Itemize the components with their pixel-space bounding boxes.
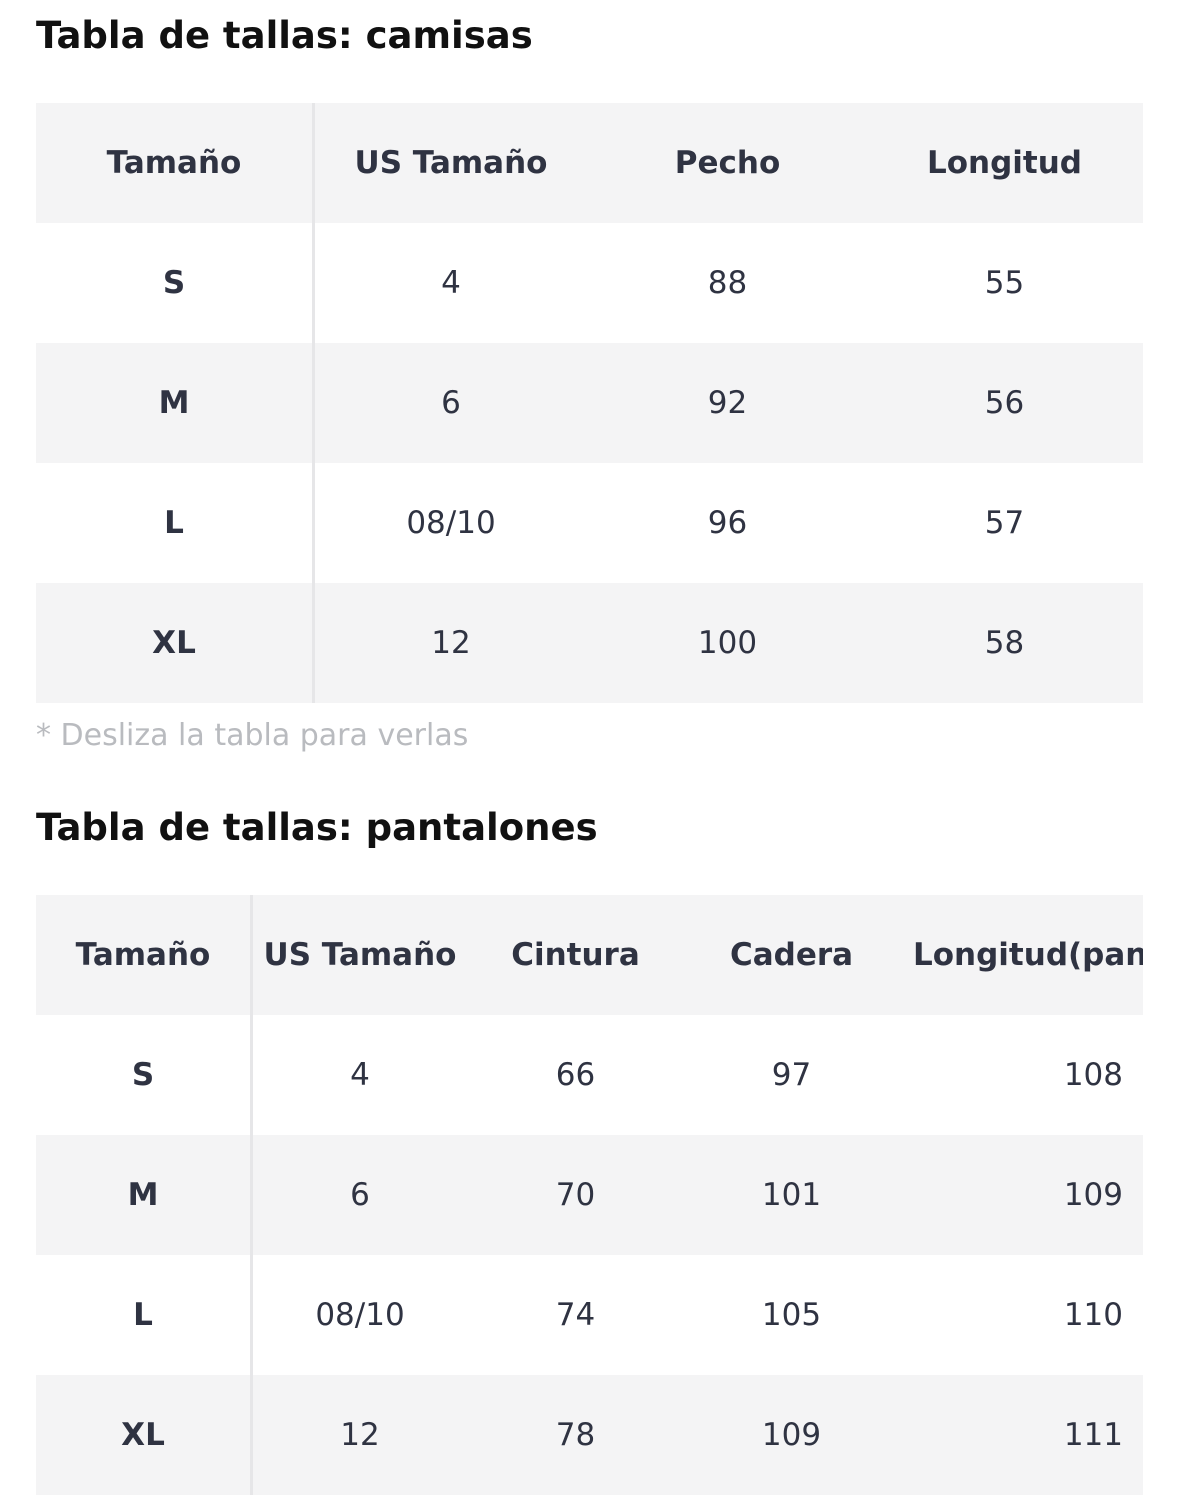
header-row: Tamaño US Tamaño Cintura Cadera Longitud(pan… (36, 895, 1143, 1015)
header-cell: Tamaño (75, 937, 211, 973)
table-cell: 6 (441, 385, 461, 421)
table-cell: XL (152, 625, 196, 661)
header-cell: Tamaño (106, 145, 242, 181)
table-cell: 96 (707, 505, 748, 541)
table-cell: M (158, 385, 190, 421)
column-divider (250, 895, 253, 1495)
table-cell: 92 (707, 385, 748, 421)
header-cell: US Tamaño (263, 937, 457, 973)
table-cell: 100 (697, 625, 758, 661)
pants-table: Tamaño US Tamaño Cintura Cadera Longitud(pan… (36, 895, 1143, 1495)
table-cell: S (162, 265, 186, 301)
header-cell: US Tamaño (354, 145, 548, 181)
shirts-table: Tamaño US Tamaño Pecho Longitud S 4 88 55 M 6 92 56… (36, 103, 1143, 703)
table-cell: 111 (1063, 1417, 1123, 1453)
table-cell: 108 (1063, 1057, 1123, 1093)
table-cell: 56 (984, 385, 1025, 421)
table-cell: L (164, 505, 184, 541)
table-row: L 08/10 96 57 (36, 463, 1143, 583)
table-cell: 58 (984, 625, 1025, 661)
table-cell: 88 (707, 265, 748, 301)
table-cell: 6 (350, 1177, 370, 1213)
table-cell: 109 (1063, 1177, 1123, 1213)
table-cell: 55 (984, 265, 1025, 301)
pants-title: Tabla de tallas: pantalones (36, 806, 598, 849)
header-cell: Pecho (674, 145, 781, 181)
header-row: Tamaño US Tamaño Pecho Longitud (36, 103, 1143, 223)
table-row: S 4 66 97 108 (36, 1015, 1143, 1135)
table-cell: S (131, 1057, 155, 1093)
header-cell: Cadera (729, 937, 854, 973)
header-cell: Longitud (926, 145, 1082, 181)
table-row: XL 12 100 58 (36, 583, 1143, 703)
table-row: S 4 88 55 (36, 223, 1143, 343)
table-row: XL 12 78 109 111 (36, 1375, 1143, 1495)
table-cell: 12 (431, 625, 471, 661)
table-row: M 6 70 101 109 (36, 1135, 1143, 1255)
header-cell: Cintura (511, 937, 640, 973)
header-cell: Longitud(pant (913, 937, 1143, 973)
table-cell: 97 (771, 1057, 812, 1093)
table-cell: 4 (441, 265, 461, 301)
table-cell: L (133, 1297, 153, 1333)
table-cell: 08/10 (315, 1297, 405, 1333)
table-cell: 105 (761, 1297, 822, 1333)
table-cell: 08/10 (406, 505, 496, 541)
table-cell: 101 (761, 1177, 822, 1213)
table-row: M 6 92 56 (36, 343, 1143, 463)
table-cell: 66 (555, 1057, 596, 1093)
table-cell: M (127, 1177, 159, 1213)
table-cell: 109 (761, 1417, 822, 1453)
table-row: L 08/10 74 105 110 (36, 1255, 1143, 1375)
table-cell: 70 (555, 1177, 596, 1213)
table-cell: XL (121, 1417, 165, 1453)
table-cell: 57 (984, 505, 1025, 541)
column-divider (312, 103, 315, 703)
table-cell: 74 (555, 1297, 596, 1333)
scroll-note: * Desliza la tabla para verlas (36, 718, 469, 753)
table-cell: 110 (1063, 1297, 1123, 1333)
shirts-title: Tabla de tallas: camisas (36, 14, 533, 57)
table-cell: 78 (555, 1417, 596, 1453)
table-cell: 4 (350, 1057, 370, 1093)
table-cell: 12 (340, 1417, 380, 1453)
